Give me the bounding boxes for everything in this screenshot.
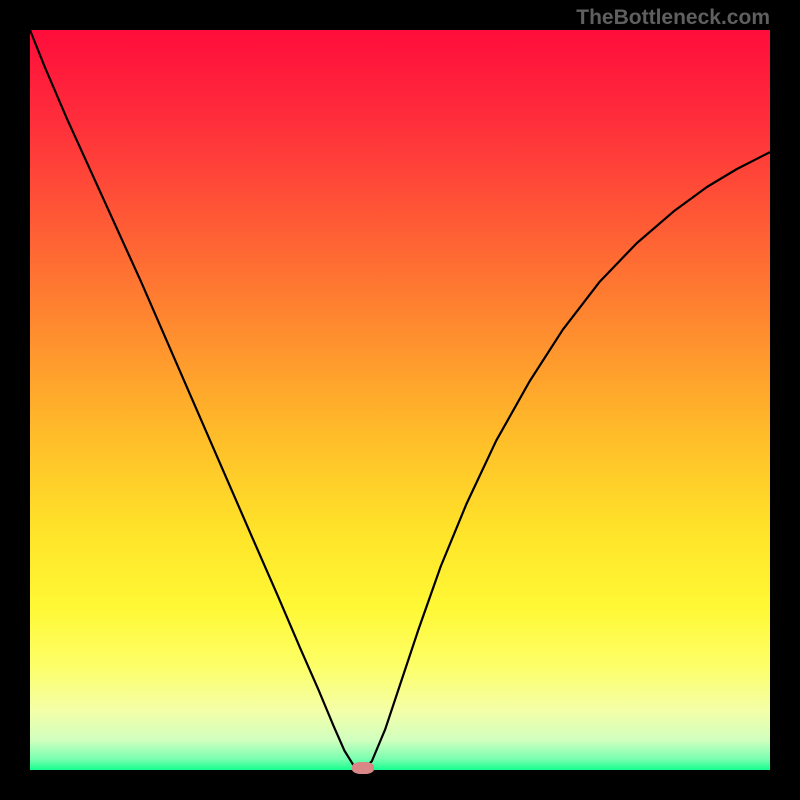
chart-frame: TheBottleneck.com — [0, 0, 800, 800]
plot-background — [30, 30, 770, 770]
minimum-marker — [352, 762, 374, 774]
watermark-text: TheBottleneck.com — [576, 6, 770, 30]
chart-svg — [0, 0, 800, 800]
